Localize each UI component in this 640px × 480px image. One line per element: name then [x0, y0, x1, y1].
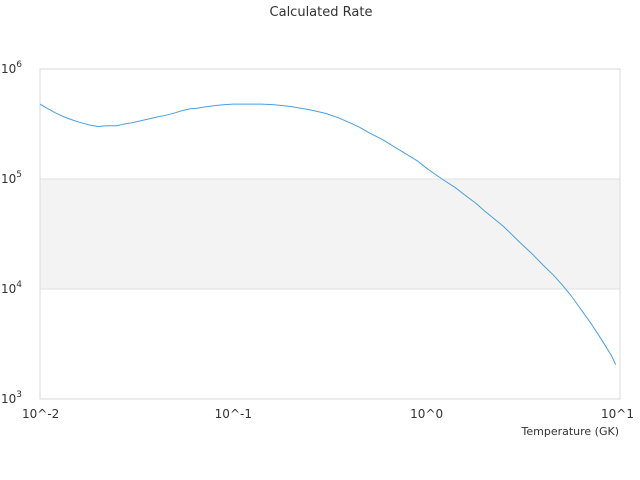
- x-tick-label: 10^1: [601, 407, 634, 421]
- chart-title: Calculated Rate: [270, 5, 373, 20]
- plot-bands: [40, 179, 620, 289]
- x-tick-label: 10^-2: [22, 407, 59, 421]
- x-axis-label: Temperature (GK): [521, 425, 620, 438]
- y-tick-label: 106: [1, 60, 22, 76]
- x-tick-label: 10^0: [410, 407, 443, 421]
- y-tick-label: 104: [1, 280, 22, 296]
- plot-band-0: [40, 179, 620, 289]
- y-tick-label: 103: [1, 390, 22, 406]
- y-tick-label: 105: [1, 170, 22, 186]
- plot-frame: [39, 68, 621, 400]
- x-axis-ticks: 10^-2 10^-1 10^0 10^1: [22, 407, 634, 421]
- series-group: [39, 103, 617, 365]
- x-tick-label: 10^-1: [215, 407, 252, 421]
- series-line-0: [39, 103, 617, 365]
- y-axis-ticks: 103 104 105 106: [1, 60, 22, 406]
